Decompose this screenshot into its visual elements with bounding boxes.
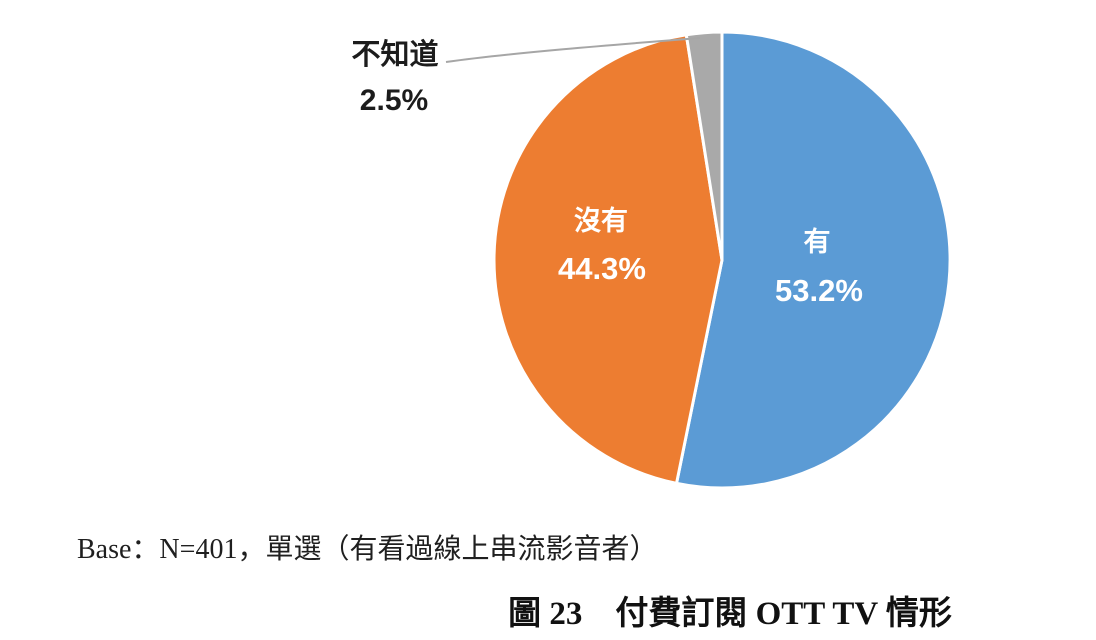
slice-value-yes: 53.2%	[775, 273, 863, 308]
slice-label-dont-know: 不知道	[351, 37, 438, 71]
pie-slice-dont-know	[684, 30, 724, 262]
slice-value-dont-know: 2.5%	[360, 84, 428, 117]
pie-slice-yes	[675, 30, 952, 490]
slice-value-no: 44.3%	[558, 251, 646, 286]
pie-slice-no	[492, 33, 724, 485]
figure-caption: 圖 23 付費訂閱 OTT TV 情形	[508, 596, 952, 632]
slice-label-yes: 有	[804, 227, 831, 257]
leader-line	[445, 37, 701, 63]
slice-label-no: 沒有	[574, 206, 628, 236]
base-note: Base：N=401，單選（有看過線上串流影音者）	[77, 534, 658, 565]
